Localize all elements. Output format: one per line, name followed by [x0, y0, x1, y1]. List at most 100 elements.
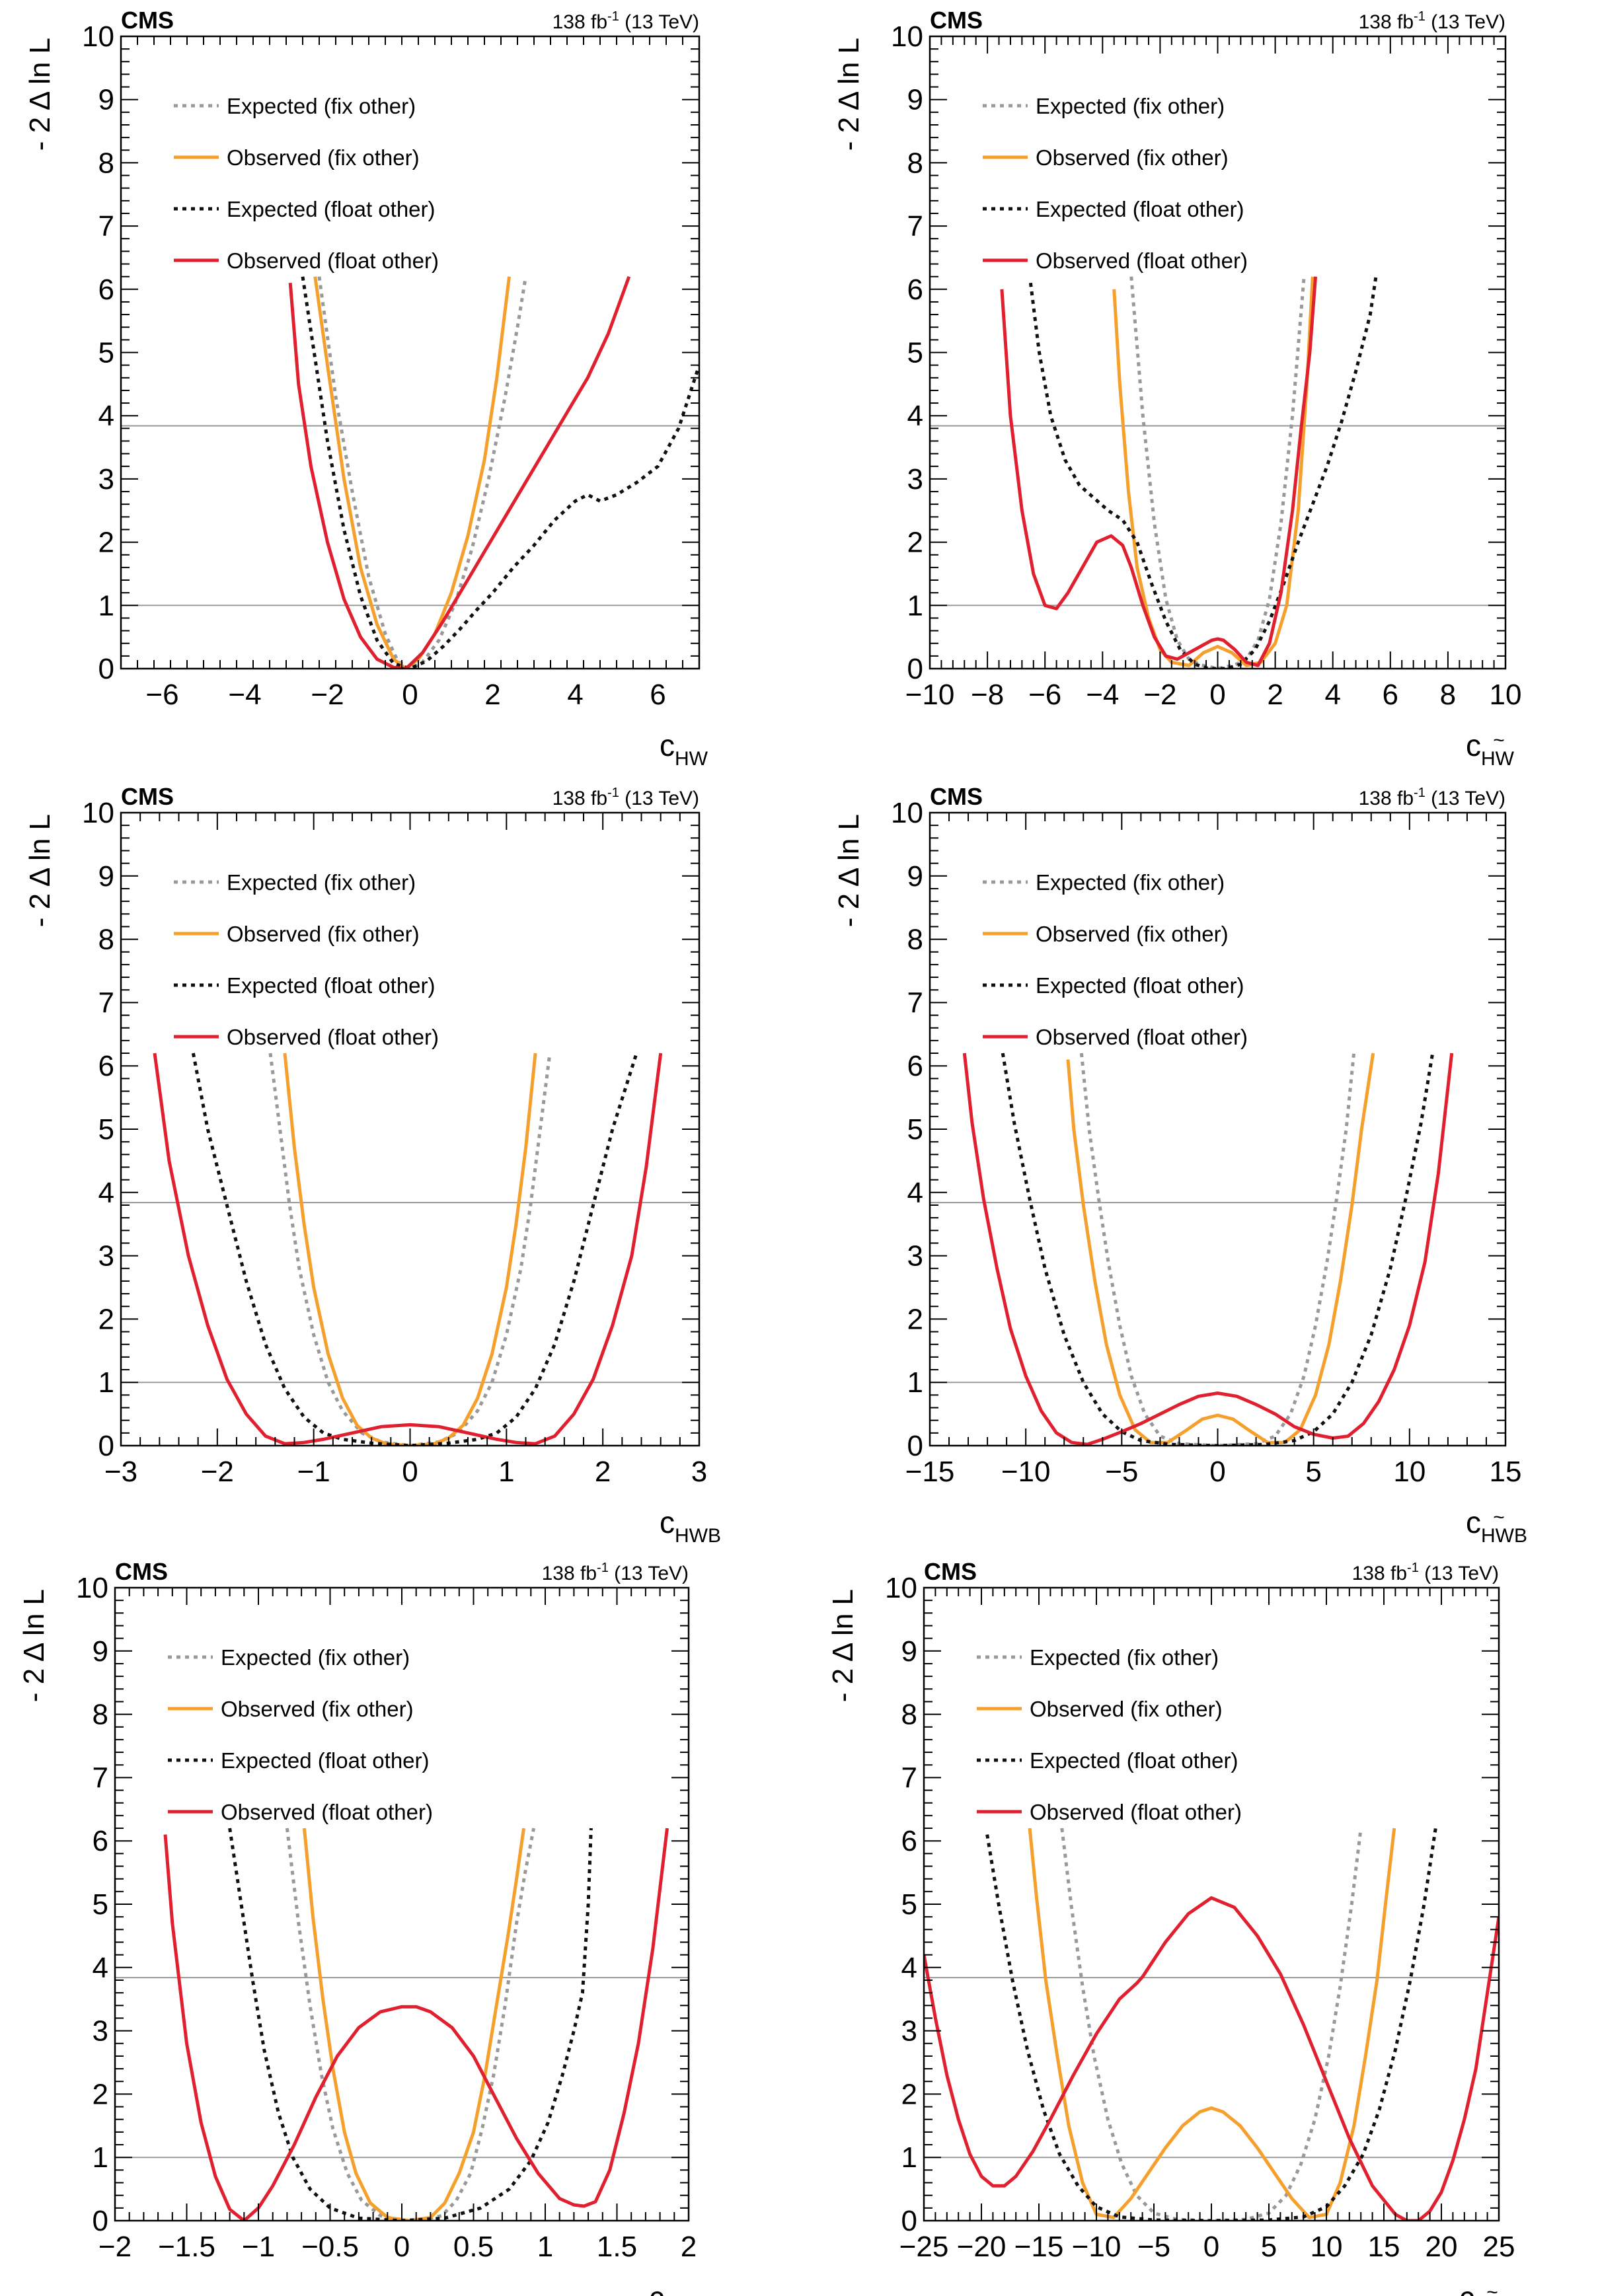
legend-entry: Expected (fix other): [1036, 870, 1225, 895]
x-tick-label: −6: [1028, 679, 1061, 711]
y-tick-label: 5: [98, 337, 114, 369]
legend: Expected (fix other) Observed (fix other)…: [168, 1645, 433, 1824]
x-tick-label: −1: [297, 1456, 330, 1488]
y-tick-label: 7: [907, 210, 923, 242]
y-tick-label: 9: [98, 84, 114, 116]
y-axis-label: - 2 Δ ln L: [24, 38, 56, 151]
x-axis-label: cHWB: [660, 1505, 721, 1547]
x-tick-label: 1: [498, 1456, 514, 1488]
legend-entry: Observed (float other): [1036, 1025, 1248, 1049]
x-tick-label: 10: [1490, 679, 1522, 711]
y-tick-label: 2: [98, 527, 114, 559]
x-axis-label-subscript: HW: [1481, 748, 1515, 770]
legend-entry: Expected (fix other): [227, 94, 416, 118]
y-tick-label: 7: [98, 210, 114, 242]
series-curve-3: [985, 1828, 1437, 2221]
experiment-label: CMS: [930, 783, 983, 810]
y-tick-label: 10: [891, 797, 923, 829]
luminosity-label: 138 fb-1 (13 TeV): [552, 9, 699, 33]
series-curve-4: [962, 1053, 1454, 1446]
y-tick-label: 8: [901, 1699, 917, 1731]
y-tick-label: 7: [907, 986, 923, 1019]
y-tick-label: 6: [98, 274, 114, 306]
x-tick-label: −10: [1072, 2231, 1122, 2263]
y-tick-label: 2: [901, 2078, 917, 2110]
legend-entry: Observed (fix other): [227, 922, 420, 946]
legend-entry: Observed (float other): [1036, 248, 1248, 273]
y-tick-label: 6: [901, 1825, 917, 1857]
y-axis-label: - 2 Δ ln L: [827, 1589, 859, 1702]
x-tick-label: 6: [650, 679, 666, 711]
y-tick-label: 5: [98, 1113, 114, 1146]
x-tick-label: 2: [595, 1456, 611, 1488]
series-curve-4: [288, 276, 631, 669]
x-tick-label: 5: [1261, 2231, 1277, 2263]
y-tick-label: 7: [901, 1761, 917, 1794]
legend-entry: Expected (float other): [221, 1748, 430, 1773]
y-tick-label: 0: [907, 653, 923, 685]
x-axis-label-subscript: HW: [675, 748, 708, 770]
y-tick-label: 6: [907, 1050, 923, 1082]
y-tick-label: 4: [901, 1952, 917, 1984]
y-axis-label: - 2 Δ ln L: [18, 1589, 50, 1702]
x-tick-label: −3: [104, 1456, 137, 1488]
y-tick-label: 5: [907, 1113, 923, 1146]
plot-frame: [120, 35, 701, 670]
y-tick-label: 10: [885, 1572, 917, 1604]
y-tick-label: 8: [98, 147, 114, 179]
legend-entry: Expected (fix other): [227, 870, 416, 895]
y-tick-label: 1: [98, 589, 114, 622]
series-curve-4: [1000, 276, 1318, 667]
x-tick-label: −4: [228, 679, 261, 711]
x-tick-label: 0: [1209, 679, 1225, 711]
x-tick-label: −15: [905, 1456, 955, 1488]
y-tick-label: 8: [907, 924, 923, 956]
x-tick-label: −2: [1143, 679, 1176, 711]
legend-entry: Observed (float other): [227, 1025, 439, 1049]
x-tick-label: 0: [402, 679, 418, 711]
x-tick-label: −5: [1105, 1456, 1138, 1488]
x-tick-label: 10: [1311, 2231, 1343, 2263]
y-tick-label: 8: [907, 147, 923, 179]
y-tick-label: 5: [901, 1888, 917, 1921]
x-tick-label: −1: [242, 2231, 275, 2263]
series-curve-3: [191, 1053, 638, 1446]
y-tick-label: 1: [98, 1366, 114, 1399]
x-tick-label: 20: [1426, 2231, 1458, 2263]
y-axis-label: - 2 Δ ln L: [24, 814, 56, 927]
plot-frame: [923, 1586, 1500, 2222]
y-tick-label: 9: [93, 1635, 108, 1668]
experiment-label: CMS: [924, 1558, 977, 1585]
x-tick-label: −10: [905, 679, 955, 711]
x-tick-label: 0: [1209, 1456, 1225, 1488]
series-curve-2: [283, 1053, 537, 1446]
y-tick-label: 4: [93, 1952, 108, 1984]
y-tick-label: 3: [98, 1240, 114, 1273]
y-tick-label: 10: [891, 20, 923, 53]
y-tick-label: 3: [907, 463, 923, 496]
panel-6: 0 1 2 3 4 5 6 7 8 9 10 −25 −20 −15 −10 −5 0 5 10 15 20 25 - 2 …: [827, 1558, 1515, 2296]
luminosity-label: 138 fb-1 (13 TeV): [542, 1561, 689, 1584]
legend: Expected (fix other) Observed (fix other)…: [174, 94, 439, 273]
y-tick-label: 10: [76, 1572, 108, 1604]
series-curve-4: [163, 1828, 669, 2221]
x-tick-label: 2: [484, 679, 500, 711]
experiment-label: CMS: [930, 7, 983, 34]
y-tick-label: 9: [907, 84, 923, 116]
legend: Expected (fix other) Observed (fix other)…: [983, 94, 1248, 273]
x-tick-label: −2: [311, 679, 344, 711]
y-tick-label: 7: [93, 1761, 108, 1794]
plot-frame: [929, 35, 1507, 670]
x-axis-label: cHB: [649, 2280, 692, 2296]
y-tick-label: 6: [98, 1050, 114, 1082]
x-tick-label: 4: [567, 679, 583, 711]
x-tick-label: −1.5: [158, 2231, 215, 2263]
y-tick-label: 5: [907, 337, 923, 369]
y-tick-label: 10: [82, 20, 114, 53]
y-axis-label: - 2 Δ ln L: [833, 38, 865, 151]
series-curve-4: [924, 1896, 1499, 2221]
y-tick-label: 8: [93, 1699, 108, 1731]
x-tick-label: 2: [681, 2231, 697, 2263]
panel-5: 0 1 2 3 4 5 6 7 8 9 10 −2 −1.5 −1 −0.5 0 0.5 1 1.5 2 - 2 Δ l…: [18, 1558, 697, 2296]
